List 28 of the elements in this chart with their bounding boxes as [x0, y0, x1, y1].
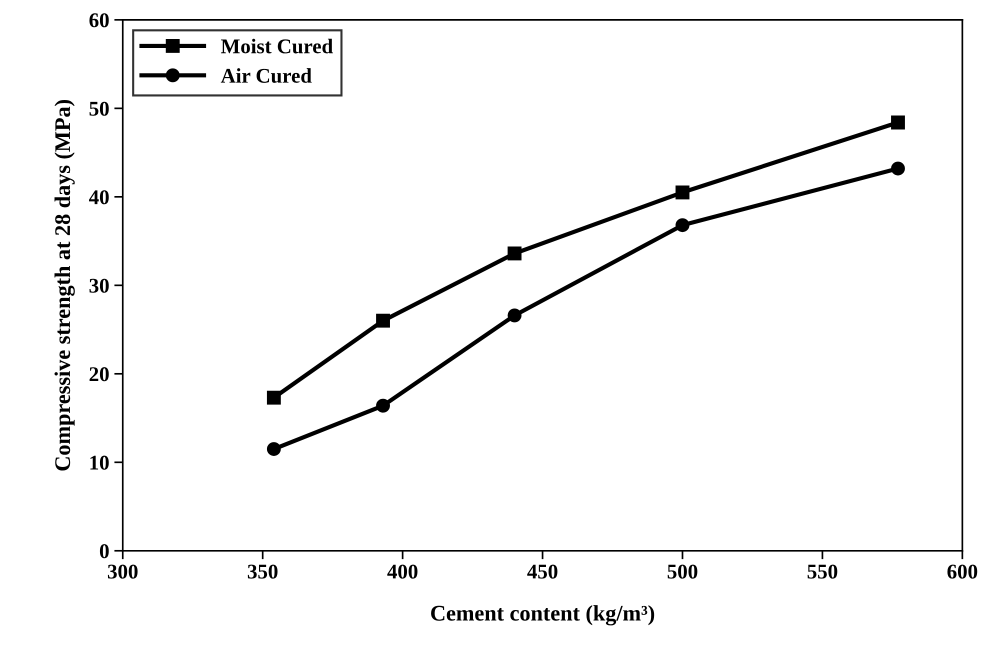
point — [891, 162, 905, 176]
point — [676, 218, 690, 232]
y-tick-label: 60 — [89, 13, 109, 28]
point — [376, 314, 390, 328]
x-tick-label: 350 — [248, 564, 278, 579]
y-tick-label: 0 — [100, 544, 109, 558]
x-tick-label: 500 — [668, 564, 698, 579]
x-axis-title: Cement content (kg/m³) — [431, 605, 654, 626]
x-tick-label: 400 — [387, 564, 418, 579]
legend-label: Moist Cured — [221, 38, 333, 54]
y-tick-label: 50 — [90, 102, 109, 116]
point — [676, 185, 690, 200]
point — [376, 398, 390, 413]
y-tick-label: 10 — [90, 456, 109, 470]
x-tick-label: 300 — [108, 564, 138, 579]
y-tick-label: 20 — [90, 367, 109, 382]
y-axis-title: Compressive strength at 28 days (MPa) — [54, 100, 75, 471]
point — [266, 390, 281, 405]
point — [508, 308, 522, 322]
point — [508, 246, 522, 260]
legend-label: Air Cured — [220, 68, 312, 83]
point — [891, 116, 905, 130]
x-tick-label: 600 — [947, 564, 978, 579]
x-tick-label: 450 — [527, 564, 558, 579]
y-tick-label: 30 — [90, 278, 109, 293]
x-tick-label: 550 — [808, 564, 838, 579]
point — [266, 442, 281, 456]
y-tick-label: 40 — [89, 190, 109, 204]
